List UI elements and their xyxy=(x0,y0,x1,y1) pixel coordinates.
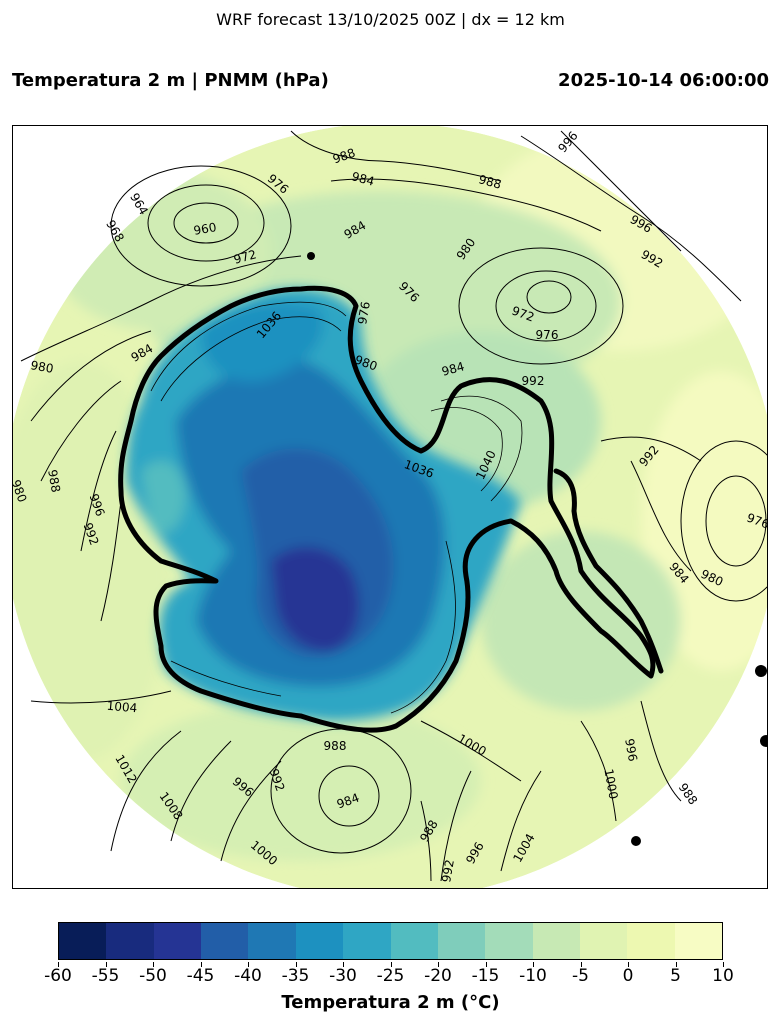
colorbar-label: Temperatura 2 m (°C) xyxy=(281,992,500,1013)
peninsula-coast xyxy=(553,468,664,674)
colorbar-segment xyxy=(390,923,438,959)
colorbar-tick-mark xyxy=(675,962,677,967)
colorbar-tick-mark xyxy=(200,962,202,967)
colorbar-segment xyxy=(343,923,391,959)
island xyxy=(307,252,315,260)
colorbar-tick-mark xyxy=(248,962,249,967)
colorbar xyxy=(58,922,723,960)
colorbar-tick-label: -5 xyxy=(572,966,589,986)
colorbar-tick-label: -45 xyxy=(186,966,215,986)
colorbar-segment xyxy=(674,923,723,959)
colorbar-segment xyxy=(153,923,202,959)
isobar-lines xyxy=(20,130,767,882)
colorbar-tick-label: -10 xyxy=(519,966,547,986)
plateau-isobars xyxy=(150,301,523,714)
isobar-label: 1004 xyxy=(106,699,138,716)
isobar-label: 988 xyxy=(45,469,63,494)
colorbar-tick-mark xyxy=(723,962,724,967)
colorbar-segment xyxy=(248,923,296,959)
colorbar-tick-label: -15 xyxy=(471,966,500,986)
colorbar-tick-mark xyxy=(580,962,582,967)
isobar-label: 1000 xyxy=(601,768,620,801)
colorbar-tick-label: -30 xyxy=(329,966,357,986)
colorbar-tick-label: -55 xyxy=(91,966,120,986)
isobar-label: 972 xyxy=(232,247,258,266)
island xyxy=(760,735,767,747)
figure-suptitle: WRF forecast 13/10/2025 00Z | dx = 12 km xyxy=(216,10,565,29)
colorbar-tick-mark xyxy=(485,962,487,967)
colorbar-tick-mark xyxy=(390,962,392,967)
colorbar-tick-mark xyxy=(58,962,59,967)
colorbar-tick-label: -20 xyxy=(424,966,452,986)
isobar-label: 988 xyxy=(324,739,347,753)
ice-sheet xyxy=(126,288,521,721)
colorbar-segment xyxy=(437,923,486,959)
colorbar-tick-label: 10 xyxy=(712,966,734,986)
colorbar-tick-label: 0 xyxy=(622,966,634,986)
colorbar-segment xyxy=(485,923,533,959)
colorbar-segment xyxy=(532,923,580,959)
isobar-label: 976 xyxy=(536,328,559,342)
map-panel: 988 996 984 988 976 964 960 968 984 980 996 992 972 9… xyxy=(12,125,768,889)
isobar-label: 976 xyxy=(355,301,373,326)
temperature-field xyxy=(13,126,767,888)
colorbar-segment xyxy=(201,923,249,959)
colorbar-tick-mark xyxy=(533,962,534,967)
colorbar-tick-label: -50 xyxy=(139,966,167,986)
colorbar-tick-mark xyxy=(105,962,107,967)
isobar-label: 984 xyxy=(440,359,466,378)
colorbar-segment xyxy=(627,923,675,959)
colorbar-tick-mark xyxy=(438,962,439,967)
colorbar-tick-mark xyxy=(628,962,629,967)
colorbar-segment xyxy=(579,923,628,959)
colorbar-ticks: -60 -55 -50 -45 -40 -35 -30 -25 -20 -15 -10 -5 0 5 10 xyxy=(44,962,734,986)
colorbar-tick-mark xyxy=(295,962,297,967)
colorbar-tick-mark xyxy=(343,962,344,967)
isobar-label: 996 xyxy=(622,738,640,763)
isobar-label: 960 xyxy=(193,220,218,238)
colorbar-segment xyxy=(106,923,154,959)
valid-time: 2025-10-14 06:00:00 xyxy=(558,70,769,91)
colorbar-tick-label: 5 xyxy=(670,966,681,986)
colorbar-tick-mark xyxy=(153,962,154,967)
coastline xyxy=(118,285,656,733)
isobar-label: 992 xyxy=(439,859,457,884)
map-title: Temperatura 2 m | PNMM (hPa) xyxy=(12,70,329,91)
isobar-label: 980 xyxy=(30,358,55,376)
colorbar-segment xyxy=(295,923,344,959)
colorbar-tick-label: -25 xyxy=(376,966,405,986)
colorbar-tick-label: -35 xyxy=(281,966,310,986)
isobar-label: 992 xyxy=(522,374,545,388)
island xyxy=(631,836,641,846)
colorbar-tick-label: -40 xyxy=(234,966,262,986)
isobar-label: 984 xyxy=(350,169,376,188)
colorbar-tick-label: -60 xyxy=(44,966,72,986)
island xyxy=(755,665,767,677)
colorbar-segment xyxy=(59,923,107,959)
isobar-label: 988 xyxy=(477,172,503,191)
